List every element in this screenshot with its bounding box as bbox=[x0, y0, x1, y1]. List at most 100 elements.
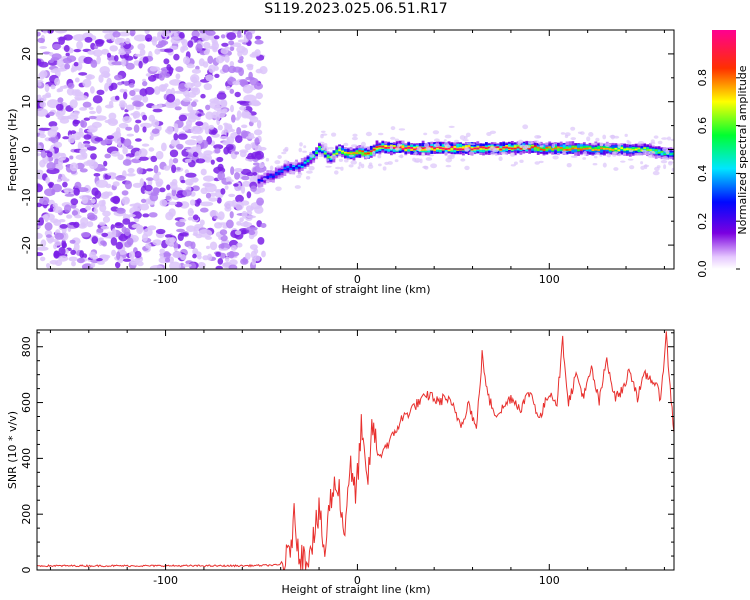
noise-blob bbox=[129, 90, 136, 97]
track-speckle bbox=[305, 176, 311, 180]
noise-blob bbox=[99, 254, 104, 259]
noise-blob bbox=[40, 97, 47, 102]
noise-blob bbox=[191, 68, 201, 74]
noise-blob bbox=[123, 80, 129, 86]
track-segment bbox=[459, 143, 462, 150]
noise-blob bbox=[72, 119, 81, 125]
noise-blob bbox=[230, 104, 234, 113]
noise-blob bbox=[245, 31, 253, 41]
noise-blob bbox=[165, 195, 172, 200]
track-segment bbox=[620, 147, 624, 149]
y-tick-label: 800 bbox=[20, 336, 33, 357]
noise-blob bbox=[137, 43, 146, 50]
noise-blob bbox=[246, 63, 254, 68]
noise-blob bbox=[200, 93, 206, 99]
track-speckle bbox=[351, 136, 358, 141]
track-segment bbox=[470, 148, 474, 151]
noise-blob bbox=[108, 112, 117, 120]
noise-blob bbox=[236, 242, 243, 248]
noise-blob bbox=[112, 181, 120, 187]
track-speckle bbox=[513, 161, 518, 165]
track-segment bbox=[502, 146, 506, 149]
noise-blob bbox=[138, 156, 149, 161]
noise-blob bbox=[128, 83, 135, 88]
noise-blob bbox=[73, 49, 81, 53]
noise-blob bbox=[89, 110, 96, 115]
noise-blob bbox=[159, 187, 166, 193]
track-speckle bbox=[325, 165, 332, 168]
track-speckle bbox=[522, 146, 528, 150]
colorbar-label: Normalized spectral amplitude bbox=[736, 65, 749, 234]
noise-blob bbox=[197, 262, 206, 269]
track-segment bbox=[387, 146, 390, 149]
track-speckle bbox=[498, 156, 503, 161]
noise-blob bbox=[122, 116, 132, 124]
noise-blob bbox=[257, 237, 265, 245]
noise-blob bbox=[219, 229, 228, 236]
noise-blob bbox=[196, 115, 201, 121]
track-speckle bbox=[293, 161, 298, 166]
track-speckle bbox=[526, 145, 531, 149]
track-segment bbox=[545, 147, 549, 151]
track-segment bbox=[358, 149, 362, 152]
track-segment bbox=[361, 150, 365, 153]
track-segment bbox=[300, 165, 304, 168]
noise-blob bbox=[168, 208, 176, 218]
noise-blob bbox=[97, 260, 105, 265]
track-speckle bbox=[360, 163, 365, 169]
track-segment bbox=[306, 160, 310, 162]
track-segment bbox=[496, 146, 500, 151]
noise-blob bbox=[197, 113, 202, 117]
track-speckle bbox=[629, 165, 635, 170]
track-speckle bbox=[357, 166, 361, 170]
noise-blob bbox=[186, 63, 195, 69]
noise-blob bbox=[234, 230, 242, 236]
noise-blob bbox=[250, 185, 257, 192]
track-speckle bbox=[318, 141, 325, 144]
noise-blob bbox=[153, 187, 161, 194]
track-segment bbox=[499, 148, 503, 151]
noise-blob bbox=[184, 94, 191, 99]
noise-blob bbox=[230, 244, 237, 251]
noise-blob bbox=[98, 74, 104, 83]
track-speckle bbox=[265, 180, 270, 183]
noise-blob bbox=[230, 166, 235, 176]
track-segment bbox=[533, 145, 537, 148]
noise-blob bbox=[204, 156, 211, 161]
noise-blob bbox=[96, 55, 101, 65]
noise-blob bbox=[246, 191, 252, 199]
noise-blob bbox=[149, 193, 159, 202]
track-speckle bbox=[660, 160, 668, 164]
noise-blob bbox=[217, 124, 223, 131]
noise-blob bbox=[197, 254, 202, 260]
noise-blob bbox=[114, 55, 119, 62]
noise-blob bbox=[102, 210, 111, 217]
noise-blob bbox=[104, 104, 114, 109]
track-segment bbox=[292, 165, 295, 167]
noise-blob bbox=[61, 242, 67, 249]
noise-blob bbox=[151, 105, 160, 109]
noise-blob bbox=[83, 117, 91, 121]
track-segment bbox=[479, 146, 483, 151]
noise-blob bbox=[253, 129, 263, 136]
track-segment bbox=[272, 175, 275, 178]
track-segment bbox=[672, 152, 674, 155]
noise-blob bbox=[122, 159, 132, 166]
track-segment bbox=[643, 147, 647, 152]
noise-blob bbox=[74, 94, 88, 101]
track-speckle bbox=[428, 154, 435, 157]
noise-blob bbox=[38, 217, 44, 226]
noise-blob bbox=[261, 250, 266, 258]
noise-blob bbox=[95, 179, 109, 188]
track-speckle bbox=[538, 160, 544, 164]
track-speckle bbox=[602, 134, 607, 140]
noise-blob bbox=[78, 131, 84, 136]
track-speckle bbox=[365, 131, 372, 137]
noise-blob bbox=[82, 148, 88, 152]
track-segment bbox=[577, 144, 580, 151]
noise-blob bbox=[196, 135, 204, 144]
track-speckle bbox=[424, 142, 430, 148]
noise-blob bbox=[234, 151, 240, 155]
